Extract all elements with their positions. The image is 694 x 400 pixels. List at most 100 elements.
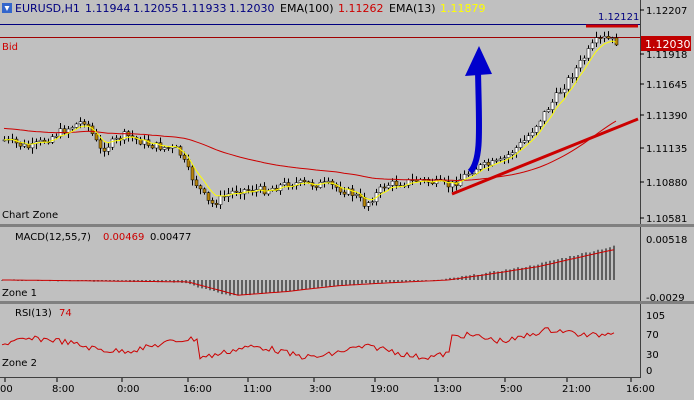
candle-body bbox=[602, 36, 607, 39]
candle-body bbox=[542, 111, 547, 122]
candle-body bbox=[102, 147, 107, 152]
candle-body bbox=[138, 138, 143, 145]
candle-body bbox=[378, 186, 383, 193]
price-axis-label: 1.10880 bbox=[646, 178, 687, 189]
macd-zone-label: Zone 1 bbox=[2, 288, 37, 299]
candle-body bbox=[150, 145, 155, 149]
chevron-down-icon bbox=[4, 6, 10, 11]
close-value: 1.12030 bbox=[229, 2, 275, 15]
candle-body bbox=[190, 166, 195, 181]
price-axis-label: 1.12207 bbox=[646, 6, 687, 17]
candle-body bbox=[214, 203, 219, 205]
candle-body bbox=[558, 92, 563, 94]
candle-body bbox=[574, 67, 579, 78]
candle-body bbox=[610, 37, 615, 40]
candle-body bbox=[370, 201, 375, 203]
candle-body bbox=[318, 182, 323, 188]
candle-body bbox=[590, 42, 595, 49]
candle-body bbox=[342, 191, 347, 195]
candle-body bbox=[546, 109, 551, 112]
high-value: 1.12055 bbox=[133, 2, 179, 15]
candle-body bbox=[74, 123, 79, 128]
candle-body bbox=[38, 139, 43, 143]
candle-body bbox=[390, 180, 395, 186]
rsi-axis-30: 30 bbox=[646, 350, 659, 361]
bid-label: Bid bbox=[2, 42, 18, 53]
candle-body bbox=[314, 185, 319, 188]
candle-body bbox=[562, 88, 567, 93]
candle-body bbox=[566, 77, 571, 90]
candle-body bbox=[166, 147, 171, 149]
price-axis: 1.12207 1.11918 1.11645 1.11390 1.11135 1.108… bbox=[640, 6, 687, 225]
candle-body bbox=[210, 200, 215, 204]
time-axis-label: 00 bbox=[0, 384, 13, 395]
candle-body bbox=[570, 77, 575, 79]
candle-body bbox=[550, 101, 555, 110]
candle-body bbox=[534, 126, 539, 133]
up-arrowhead-icon[interactable] bbox=[465, 46, 492, 76]
support-trend-line[interactable] bbox=[451, 117, 639, 196]
candle-body bbox=[502, 157, 507, 160]
time-axis-label: 16:00 bbox=[626, 384, 655, 395]
chart-zone-label: Chart Zone bbox=[2, 210, 58, 221]
rsi-zone-label: Zone 2 bbox=[2, 358, 37, 369]
candle-body bbox=[70, 127, 75, 130]
rsi-axis-0: 0 bbox=[646, 366, 652, 377]
macd-value-1: 0.00469 bbox=[103, 232, 144, 243]
candle-body bbox=[22, 143, 27, 147]
price-axis-label: 1.11390 bbox=[646, 111, 687, 122]
time-axis-label: 8:00 bbox=[52, 384, 74, 395]
candle-body bbox=[18, 142, 23, 147]
candle-body bbox=[206, 192, 211, 201]
time-axis-label: 16:00 bbox=[183, 384, 212, 395]
up-arrow-icon[interactable] bbox=[467, 69, 483, 175]
candle-body bbox=[450, 181, 455, 188]
ema-slow-label: EMA(100) bbox=[280, 2, 334, 15]
candle-body bbox=[354, 193, 359, 196]
candle-body bbox=[470, 173, 475, 176]
current-price-label: 1.12030 bbox=[645, 38, 691, 51]
candle-body bbox=[446, 181, 451, 188]
price-axis-label: 1.11135 bbox=[646, 144, 687, 155]
candle-body bbox=[110, 138, 115, 148]
candle-body bbox=[246, 189, 251, 191]
candle-body bbox=[50, 136, 55, 143]
macd-value-2: 0.00477 bbox=[150, 232, 191, 243]
candle-body bbox=[362, 197, 367, 207]
candle-body bbox=[554, 92, 559, 103]
ema-slow-value: 1.11262 bbox=[338, 2, 384, 15]
time-axis-label: 13:00 bbox=[433, 384, 462, 395]
candle-body bbox=[202, 188, 207, 193]
candle-body bbox=[322, 181, 327, 183]
candle-body bbox=[282, 182, 287, 186]
ema-fast-value: 1.11879 bbox=[440, 2, 486, 15]
candle-body bbox=[518, 142, 523, 148]
candle-body bbox=[462, 174, 467, 180]
open-value: 1.11944 bbox=[85, 2, 131, 15]
current-price-box bbox=[641, 36, 691, 51]
candle-body bbox=[298, 179, 303, 183]
price-axis-label: 1.11645 bbox=[646, 80, 687, 91]
macd-axis-bottom: -0.0029 bbox=[646, 293, 685, 304]
candle-body bbox=[326, 180, 331, 183]
candle-body bbox=[522, 140, 527, 143]
candle-body bbox=[606, 36, 611, 39]
candle-body bbox=[586, 48, 591, 59]
candle-body bbox=[198, 185, 203, 190]
candle-body bbox=[186, 159, 191, 168]
candle-body bbox=[154, 142, 159, 149]
candle-body bbox=[426, 179, 431, 183]
candle-body bbox=[486, 162, 491, 166]
candle-body bbox=[382, 186, 387, 189]
candle-body bbox=[530, 132, 535, 137]
candle-body bbox=[162, 147, 167, 150]
candle-body bbox=[94, 133, 99, 141]
candle-body bbox=[30, 143, 35, 149]
candle-body bbox=[98, 139, 103, 149]
candle-body bbox=[510, 152, 515, 155]
time-axis-label: 19:00 bbox=[370, 384, 399, 395]
price-axis-label: 1.11918 bbox=[646, 50, 687, 61]
rsi-title: RSI(13) bbox=[15, 308, 52, 319]
candle-body bbox=[42, 139, 47, 143]
candle-body bbox=[394, 180, 399, 186]
